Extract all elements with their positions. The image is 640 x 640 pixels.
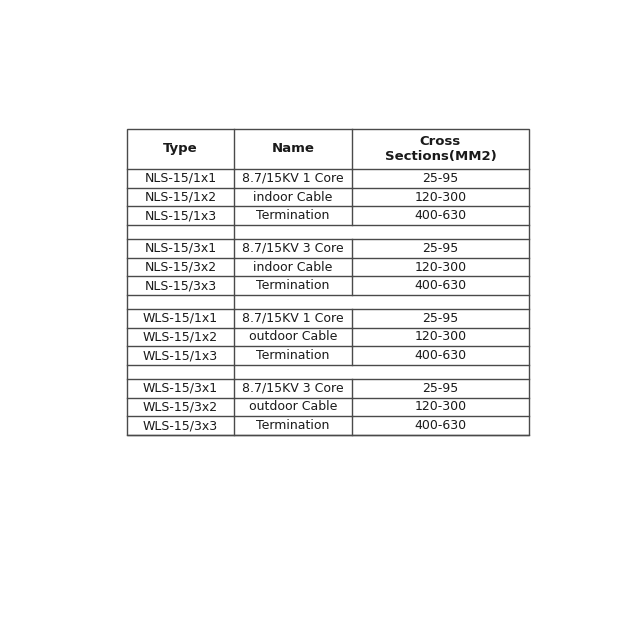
Text: 120-300: 120-300 <box>415 401 467 413</box>
Text: WLS-15/1x2: WLS-15/1x2 <box>143 330 218 344</box>
Text: 400-630: 400-630 <box>415 349 467 362</box>
Text: 120-300: 120-300 <box>415 191 467 204</box>
Text: 8.7/15KV 1 Core: 8.7/15KV 1 Core <box>242 172 344 185</box>
Text: WLS-15/3x3: WLS-15/3x3 <box>143 419 218 432</box>
Text: Type: Type <box>163 142 198 156</box>
Text: 25-95: 25-95 <box>422 172 459 185</box>
Text: Name: Name <box>271 142 314 156</box>
Text: outdoor Cable: outdoor Cable <box>249 401 337 413</box>
Text: 400-630: 400-630 <box>415 279 467 292</box>
Text: NLS-15/3x1: NLS-15/3x1 <box>144 242 216 255</box>
Text: 8.7/15KV 3 Core: 8.7/15KV 3 Core <box>242 381 344 395</box>
Text: Cross
Sections(MM2): Cross Sections(MM2) <box>385 135 497 163</box>
Text: 120-300: 120-300 <box>415 260 467 273</box>
Text: 400-630: 400-630 <box>415 209 467 222</box>
Text: Termination: Termination <box>256 419 330 432</box>
Text: Termination: Termination <box>256 279 330 292</box>
Text: indoor Cable: indoor Cable <box>253 191 333 204</box>
Text: 400-630: 400-630 <box>415 419 467 432</box>
Text: 25-95: 25-95 <box>422 242 459 255</box>
Text: indoor Cable: indoor Cable <box>253 260 333 273</box>
Text: 8.7/15KV 1 Core: 8.7/15KV 1 Core <box>242 312 344 324</box>
Text: Termination: Termination <box>256 209 330 222</box>
Text: NLS-15/3x2: NLS-15/3x2 <box>144 260 216 273</box>
Text: NLS-15/1x2: NLS-15/1x2 <box>144 191 216 204</box>
Text: 120-300: 120-300 <box>415 330 467 344</box>
Text: 8.7/15KV 3 Core: 8.7/15KV 3 Core <box>242 242 344 255</box>
Text: NLS-15/3x3: NLS-15/3x3 <box>144 279 216 292</box>
Text: NLS-15/1x3: NLS-15/1x3 <box>144 209 216 222</box>
Text: Termination: Termination <box>256 349 330 362</box>
Bar <box>127 129 529 435</box>
Text: WLS-15/1x3: WLS-15/1x3 <box>143 349 218 362</box>
Text: WLS-15/3x1: WLS-15/3x1 <box>143 381 218 395</box>
Text: outdoor Cable: outdoor Cable <box>249 330 337 344</box>
Text: WLS-15/3x2: WLS-15/3x2 <box>143 401 218 413</box>
Text: WLS-15/1x1: WLS-15/1x1 <box>143 312 218 324</box>
Text: 25-95: 25-95 <box>422 312 459 324</box>
Text: 25-95: 25-95 <box>422 381 459 395</box>
Text: NLS-15/1x1: NLS-15/1x1 <box>144 172 216 185</box>
